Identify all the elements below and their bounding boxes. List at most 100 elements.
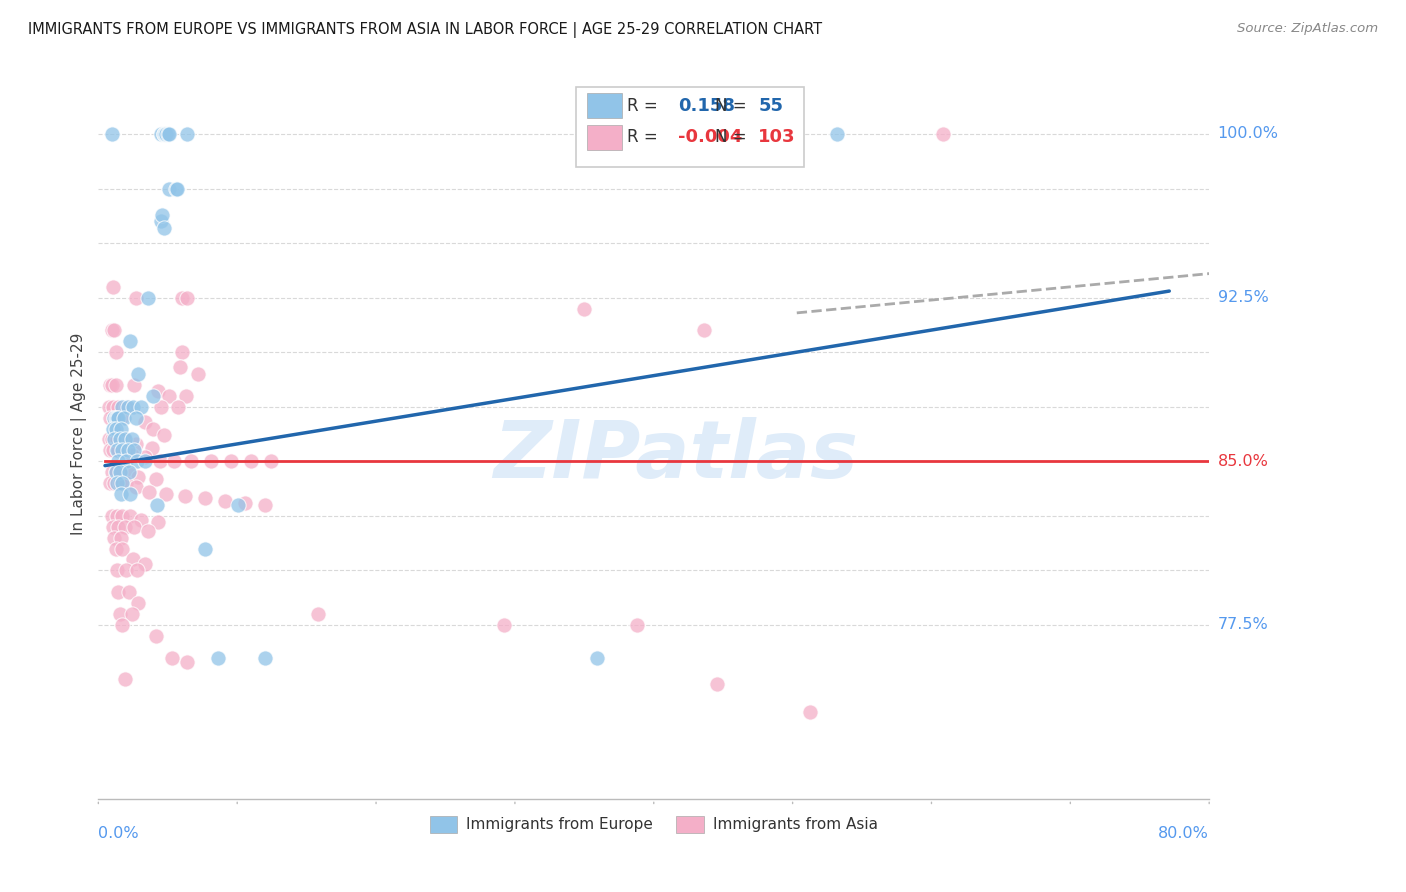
Point bbox=[155, 127, 177, 141]
Point bbox=[103, 410, 125, 425]
Point bbox=[105, 508, 128, 523]
Point bbox=[98, 400, 121, 414]
Point bbox=[120, 508, 142, 523]
Point bbox=[110, 531, 132, 545]
Point bbox=[114, 443, 136, 458]
Point bbox=[180, 454, 202, 468]
Point bbox=[100, 377, 122, 392]
Point bbox=[163, 454, 186, 468]
Point bbox=[134, 454, 156, 468]
Point bbox=[174, 389, 197, 403]
Point bbox=[586, 650, 609, 665]
Text: N =: N = bbox=[714, 97, 747, 115]
Point bbox=[124, 291, 146, 305]
Text: -0.004: -0.004 bbox=[678, 128, 742, 146]
Point bbox=[107, 454, 129, 468]
Point bbox=[157, 181, 180, 195]
Point bbox=[172, 345, 194, 359]
Point bbox=[169, 360, 191, 375]
Point bbox=[129, 400, 152, 414]
Point bbox=[103, 476, 125, 491]
Point bbox=[104, 541, 127, 556]
Text: 85.0%: 85.0% bbox=[1218, 454, 1268, 469]
Point bbox=[233, 496, 256, 510]
Point bbox=[125, 563, 148, 577]
Point bbox=[112, 433, 135, 447]
Point bbox=[110, 487, 132, 501]
Point bbox=[253, 498, 276, 512]
Point bbox=[173, 489, 195, 503]
Point bbox=[260, 454, 283, 468]
Point bbox=[115, 476, 138, 491]
Point bbox=[120, 334, 142, 349]
Point bbox=[107, 410, 129, 425]
Point bbox=[136, 291, 159, 305]
Point bbox=[104, 410, 127, 425]
Point bbox=[932, 127, 955, 141]
Point bbox=[692, 323, 714, 337]
Point bbox=[107, 519, 129, 533]
Point bbox=[176, 655, 198, 669]
Point bbox=[117, 443, 139, 458]
Point bbox=[104, 377, 127, 392]
Point bbox=[149, 214, 172, 228]
Point bbox=[626, 618, 648, 632]
Point bbox=[240, 454, 263, 468]
Point bbox=[105, 410, 128, 425]
Text: 77.5%: 77.5% bbox=[1218, 617, 1268, 632]
Point bbox=[107, 400, 129, 414]
Point bbox=[111, 476, 134, 491]
Point bbox=[101, 443, 124, 458]
Point bbox=[115, 454, 138, 468]
Point bbox=[114, 519, 136, 533]
Point bbox=[134, 450, 156, 464]
FancyBboxPatch shape bbox=[576, 87, 804, 167]
Point bbox=[111, 443, 134, 458]
Text: 0.0%: 0.0% bbox=[98, 826, 139, 841]
Text: 92.5%: 92.5% bbox=[1218, 290, 1268, 305]
Point bbox=[122, 519, 145, 533]
Point bbox=[105, 433, 128, 447]
Point bbox=[124, 437, 146, 451]
Point bbox=[103, 323, 125, 337]
Point bbox=[166, 181, 188, 195]
Point bbox=[105, 563, 128, 577]
Point bbox=[100, 465, 122, 479]
Point bbox=[148, 454, 170, 468]
Point bbox=[167, 400, 190, 414]
Point bbox=[107, 443, 129, 458]
Text: 103: 103 bbox=[758, 128, 796, 146]
Point bbox=[101, 519, 124, 533]
Point bbox=[103, 433, 125, 447]
Point bbox=[157, 389, 180, 403]
Point bbox=[307, 607, 329, 621]
Point bbox=[100, 508, 122, 523]
Point bbox=[115, 563, 138, 577]
Point bbox=[100, 127, 122, 141]
Point bbox=[121, 607, 143, 621]
Point bbox=[152, 127, 174, 141]
Point bbox=[111, 541, 134, 556]
Point bbox=[103, 531, 125, 545]
Point bbox=[194, 541, 217, 556]
Point bbox=[104, 465, 127, 479]
Point bbox=[105, 476, 128, 491]
Point bbox=[98, 377, 121, 392]
Point bbox=[153, 127, 176, 141]
Point bbox=[494, 618, 516, 632]
Point bbox=[125, 454, 148, 468]
Point bbox=[207, 650, 229, 665]
Point bbox=[98, 410, 121, 425]
Point bbox=[152, 220, 174, 235]
Point bbox=[187, 367, 209, 381]
Point bbox=[127, 367, 149, 381]
Point bbox=[148, 384, 170, 399]
Point bbox=[100, 323, 122, 337]
Point bbox=[152, 428, 174, 442]
Point bbox=[98, 433, 121, 447]
Point bbox=[134, 415, 156, 429]
Point bbox=[111, 400, 134, 414]
Point bbox=[122, 377, 145, 392]
Text: R =: R = bbox=[627, 128, 658, 146]
Text: 55: 55 bbox=[758, 97, 783, 115]
